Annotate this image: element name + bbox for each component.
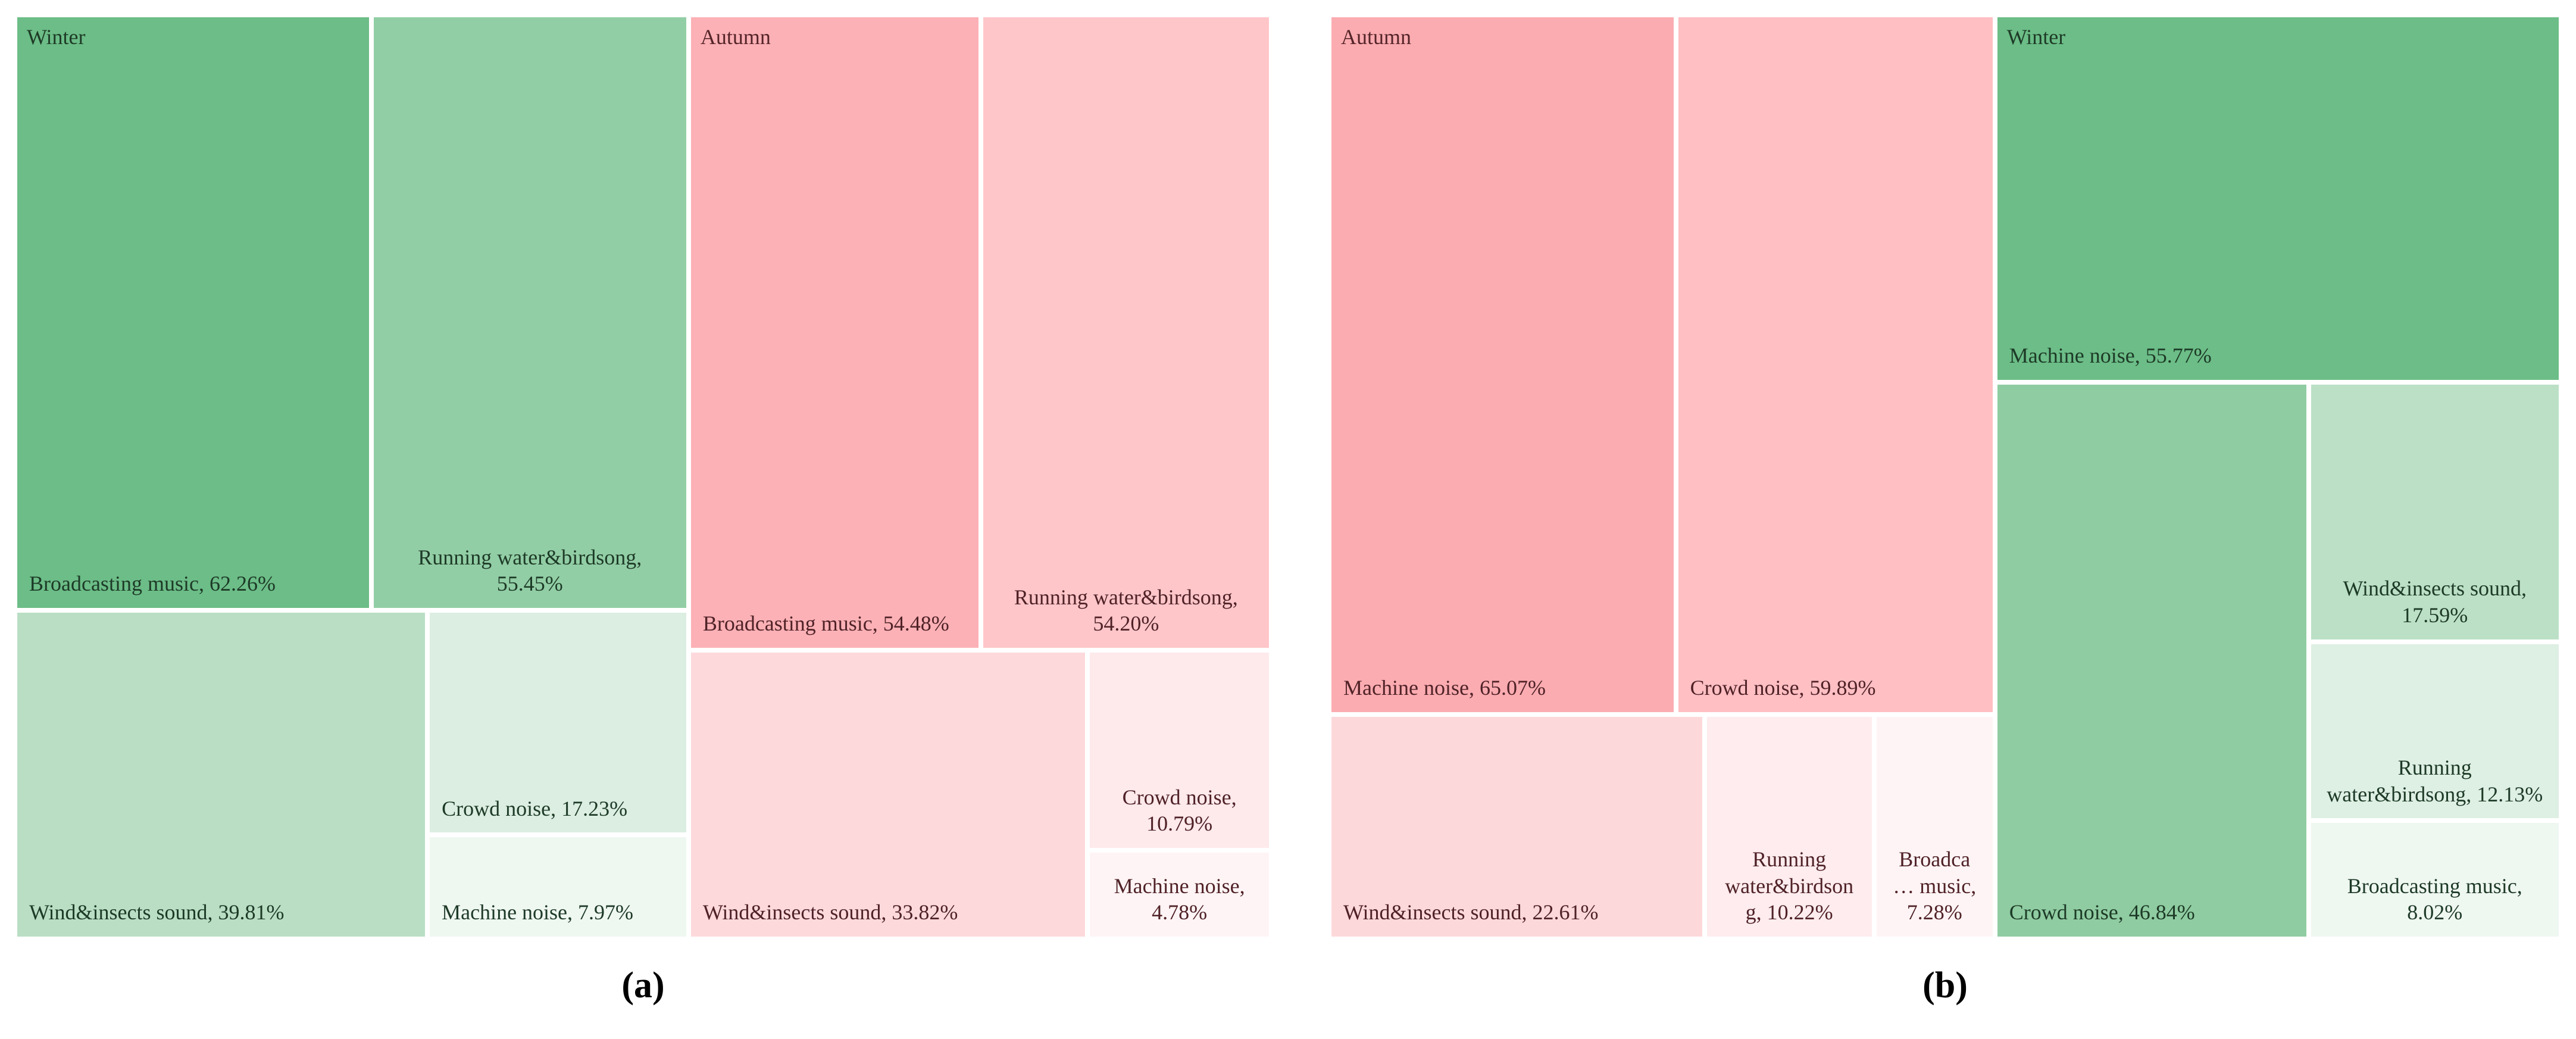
cell-label: Broadca… music, 7.28%	[1893, 847, 1977, 925]
cell-label: Crowd noise, 17.23%	[442, 796, 628, 820]
treemap-cell-broadcasting-music: Broadcasting music, 62.26%	[15, 15, 371, 610]
cell-label: Broadcasting music, 54.48%	[702, 611, 949, 636]
treemap-cell-machine-noise: Machine noise, 7.97%	[427, 835, 689, 939]
treemap-cell-crowd-noise: Crowd noise, 10.79%	[1087, 650, 1271, 851]
treemap-cell-broadcasting-music: Broadcasting music, 8.02%	[2308, 820, 2561, 939]
treemap-cell-running-water-birdsong: Running water&birdsong, 55.45%	[371, 15, 689, 610]
cell-label: Machine noise, 65.07%	[1343, 676, 1546, 700]
treemap-panel-a: Winter Broadcasting music, 62.26% Running …	[15, 15, 1271, 1006]
cell-label: Running water&birdsong, 54.20%	[1014, 585, 1238, 636]
group-label: Winter	[2006, 25, 2066, 49]
treemap-cell-crowd-noise: Crowd noise, 59.89%	[1675, 15, 1995, 714]
treemap-cell-broadcasting-music: Broadca… music, 7.28%	[1874, 714, 1995, 939]
cell-label: Crowd noise, 46.84%	[2009, 900, 2195, 925]
cell-label: Wind&insects sound, 17.59%	[2343, 576, 2527, 627]
treemap-cell-crowd-noise: Crowd noise, 17.23%	[427, 610, 689, 835]
treemap-cell-wind-insects-sound: Wind&insects sound, 33.82%	[688, 650, 1088, 939]
panel-caption-b: (b)	[1922, 965, 1968, 1006]
treemap-a: Winter Broadcasting music, 62.26% Running …	[15, 15, 1271, 939]
cell-label: Broadcasting music, 8.02%	[2347, 873, 2522, 925]
cell-label: Wind&insects sound, 22.61%	[1343, 900, 1599, 925]
cell-label: Machine noise, 7.97%	[442, 900, 634, 925]
cell-label: Running water&birdsong, 55.45%	[418, 545, 642, 596]
treemap-cell-running-water-birdsong: Running water&birdsong, 10.22%	[1704, 714, 1874, 939]
group-winter-a: Winter Broadcasting music, 62.26% Running …	[15, 15, 689, 939]
treemap-cell-machine-noise: Machine noise, 4.78%	[1087, 850, 1271, 939]
treemap-cell-machine-noise: Machine noise, 55.77%	[1994, 15, 2561, 382]
group-winter-b: Winter Machine noise, 55.77% Crowd noise, …	[1994, 15, 2561, 939]
treemap-cell-running-water-birdsong: Running water&birdsong, 54.20%	[980, 15, 1271, 651]
cell-label: Crowd noise, 59.89%	[1690, 676, 1876, 700]
group-label: Winter	[27, 25, 86, 49]
group-autumn-b: Autumn Machine noise, 65.07% Crowd noise, …	[1329, 15, 1995, 939]
treemap-panel-b: Autumn Machine noise, 65.07% Crowd noise, …	[1329, 15, 2561, 1006]
treemap-cell-crowd-noise: Crowd noise, 46.84%	[1994, 382, 2309, 939]
cell-label: Running water&birdsong, 10.22%	[1725, 847, 1854, 925]
treemap-cell-wind-insects-sound: Wind&insects sound, 22.61%	[1329, 714, 1705, 939]
treemap-b: Autumn Machine noise, 65.07% Crowd noise, …	[1329, 15, 2561, 939]
group-label: Autumn	[700, 25, 771, 49]
treemap-cell-wind-insects-sound: Wind&insects sound, 39.81%	[15, 610, 428, 939]
treemap-cell-broadcasting-music: Broadcasting music, 54.48%	[688, 15, 981, 651]
group-label: Autumn	[1341, 25, 1412, 49]
panel-caption-a: (a)	[621, 965, 665, 1006]
cell-label: Machine noise, 55.77%	[2009, 344, 2212, 368]
treemap-cell-wind-insects-sound: Wind&insects sound, 17.59%	[2308, 382, 2561, 642]
cell-label: Machine noise, 4.78%	[1114, 873, 1245, 925]
group-autumn-a: Autumn Broadcasting music, 54.48% Running …	[688, 15, 1271, 939]
treemap-cell-machine-noise: Machine noise, 65.07%	[1329, 15, 1676, 714]
cell-label: Wind&insects sound, 39.81%	[29, 900, 285, 925]
treemap-cell-running-water-birdsong: Running water&birdsong, 12.13%	[2308, 641, 2561, 821]
cell-label: Crowd noise, 10.79%	[1122, 785, 1237, 836]
cell-label: Running water&birdsong, 12.13%	[2327, 755, 2543, 806]
cell-label: Wind&insects sound, 33.82%	[702, 900, 958, 925]
cell-label: Broadcasting music, 62.26%	[29, 572, 276, 596]
